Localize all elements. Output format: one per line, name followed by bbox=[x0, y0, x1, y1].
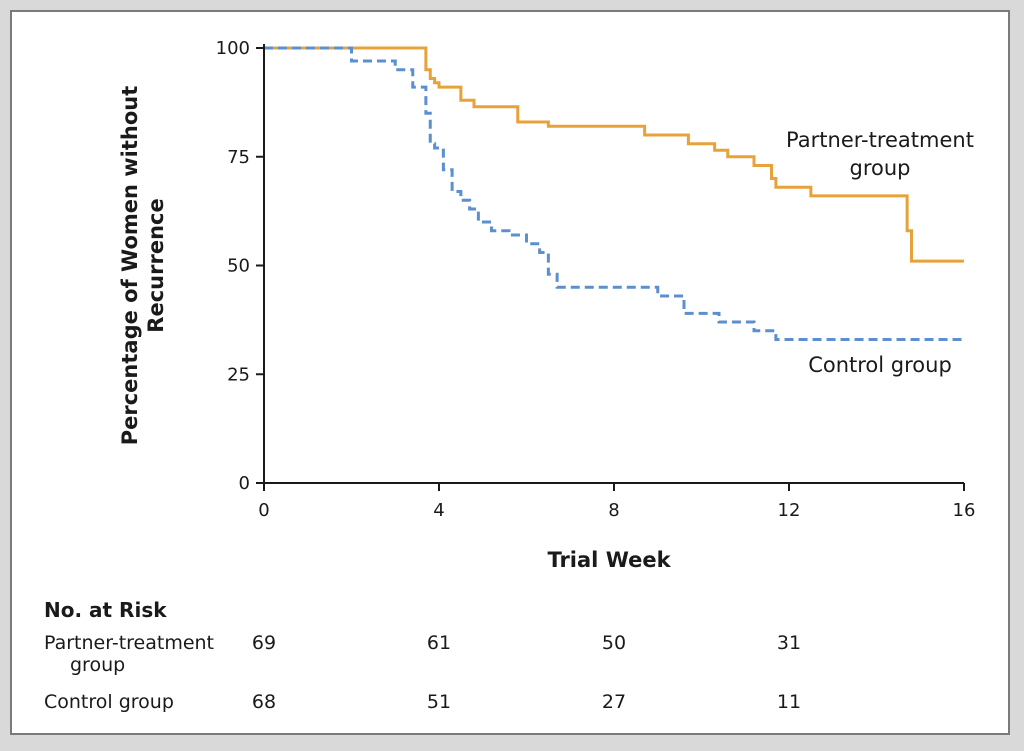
x-tick-label: 0 bbox=[258, 500, 269, 521]
y-tick-label: 100 bbox=[216, 38, 250, 59]
risk-row-label-line: Control group bbox=[44, 691, 174, 713]
y-axis-title: Percentage of Women withoutRecurrence bbox=[118, 86, 168, 446]
annotation-control: Control group bbox=[808, 353, 952, 377]
risk-value: 68 bbox=[251, 691, 277, 713]
risk-row-label-control: Control group bbox=[44, 691, 174, 713]
risk-table-title: No. at Risk bbox=[44, 598, 167, 622]
y-tick-label: 25 bbox=[227, 364, 250, 385]
x-tick-label: 8 bbox=[608, 500, 619, 521]
y-tick-label: 0 bbox=[239, 473, 250, 494]
risk-value: 11 bbox=[776, 691, 802, 713]
x-tick-label: 4 bbox=[433, 500, 444, 521]
x-tick-label: 12 bbox=[778, 500, 801, 521]
series-control-line bbox=[264, 46, 964, 341]
risk-row-label-line: Partner-treatment bbox=[44, 632, 215, 654]
risk-value: 69 bbox=[251, 632, 277, 654]
risk-value: 31 bbox=[776, 632, 802, 654]
x-tick-label: 16 bbox=[953, 500, 976, 521]
risk-row-label-partner: Partner-treatment group bbox=[44, 632, 214, 676]
y-tick-label: 75 bbox=[227, 147, 250, 168]
risk-value: 27 bbox=[601, 691, 627, 713]
x-axis-title: Trial Week bbox=[547, 548, 671, 572]
figure-panel: 0 25 50 75 100 0 4 8 12 16 Trial Week Percentage of… bbox=[10, 10, 1010, 735]
km-chart: 0 25 50 75 100 0 4 8 12 16 Trial Week Percentage of… bbox=[118, 38, 976, 572]
y-tick-label: 50 bbox=[227, 256, 250, 277]
risk-value: 50 bbox=[601, 632, 627, 654]
risk-value: 61 bbox=[426, 632, 452, 654]
risk-row-label-line: group bbox=[70, 654, 126, 676]
risk-value: 51 bbox=[426, 691, 452, 713]
annotation-partner-treatment: Partner-treatment group bbox=[786, 128, 974, 180]
series-partner-treatment-line bbox=[264, 46, 964, 263]
